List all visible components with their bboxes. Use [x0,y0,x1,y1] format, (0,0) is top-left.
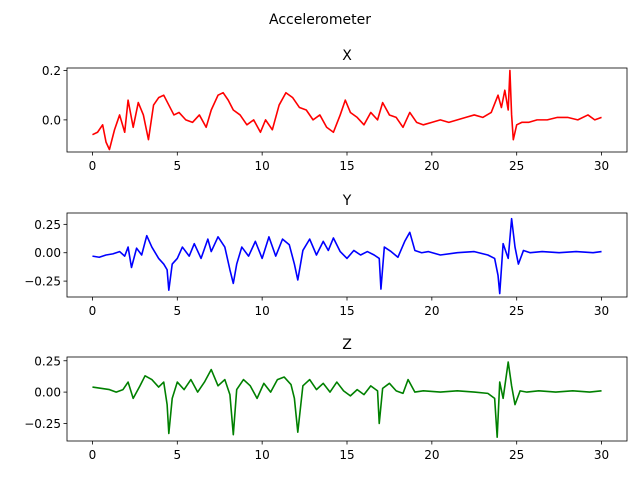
series-line-x [92,69,602,151]
xtick-label-z-5: 25 [509,448,524,462]
ytick-label-x-0: 0.0 [42,113,61,127]
xtick-label-x-4: 20 [424,159,439,173]
ytick-label-x-1: 0.2 [42,64,61,78]
xtick-label-x-5: 25 [509,159,524,173]
subplot-x: 0 5 10 15 20 25 30 0.0 0.2 X [42,48,628,173]
xtick-label-y-3: 15 [339,304,354,318]
subplot-title-x: X [342,48,352,64]
subplot-y: 0 5 10 15 20 25 30 −0.25 0.00 0.25 Y [24,193,628,318]
series-line-z [92,361,602,439]
xtick-label-z-2: 10 [255,448,270,462]
ytick-label-y-0: −0.25 [24,275,61,289]
xtick-label-y-4: 20 [424,304,439,318]
xtick-label-z-1: 5 [173,448,181,462]
subplot-title-y: Y [342,193,352,209]
xtick-label-y-2: 10 [255,304,270,318]
series-line-y [92,217,602,295]
xtick-label-y-1: 5 [173,304,181,318]
xtick-label-z-0: 0 [89,448,97,462]
xtick-label-z-6: 30 [594,448,609,462]
ytick-label-z-2: 0.25 [34,354,61,368]
ytick-label-z-0: −0.25 [24,417,61,431]
xtick-label-y-0: 0 [89,304,97,318]
ytick-label-y-1: 0.00 [34,246,61,260]
subplot-z: 0 5 10 15 20 25 30 −0.25 0.00 0.25 Z [24,337,628,462]
xtick-label-y-6: 30 [594,304,609,318]
xtick-label-z-4: 20 [424,448,439,462]
xtick-label-x-1: 5 [173,159,181,173]
subplot-title-z: Z [342,337,352,353]
xtick-label-z-3: 15 [339,448,354,462]
ytick-label-z-1: 0.00 [34,386,61,400]
figure-title: Accelerometer [269,12,371,28]
xtick-label-x-0: 0 [89,159,97,173]
xtick-label-x-2: 10 [255,159,270,173]
xtick-label-x-3: 15 [339,159,354,173]
xtick-label-x-6: 30 [594,159,609,173]
xtick-label-y-5: 25 [509,304,524,318]
ytick-label-y-2: 0.25 [34,218,61,232]
